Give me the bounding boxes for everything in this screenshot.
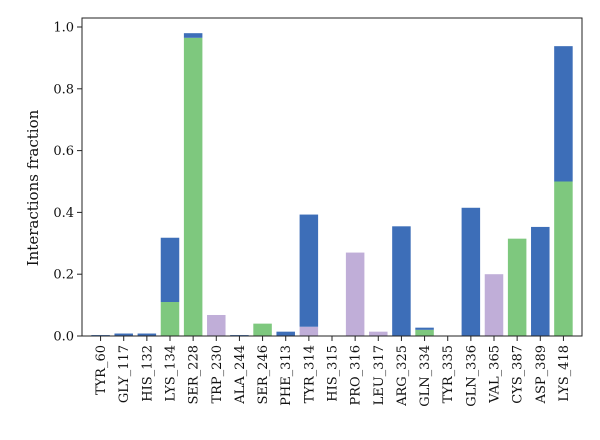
bar-val-365-segment-1 bbox=[484, 274, 504, 336]
x-tick-label: TRP_230 bbox=[210, 345, 225, 404]
y-axis-title: Interactions fraction bbox=[24, 109, 42, 266]
bar-tyr-314-segment-2 bbox=[299, 214, 319, 327]
bar-lys-134-segment-2 bbox=[160, 237, 180, 303]
x-tick-label: ALA_244 bbox=[233, 345, 248, 405]
bar-trp-230-segment-1 bbox=[207, 314, 226, 336]
bar-lys-134-segment-0 bbox=[160, 302, 180, 336]
x-tick-label: GLN_334 bbox=[418, 345, 433, 407]
bar-lys-418-segment-0 bbox=[554, 181, 573, 336]
bar-cys-387-segment-0 bbox=[507, 238, 527, 336]
bar-gly-117-segment-2 bbox=[114, 333, 133, 336]
bar-ser-228-segment-2 bbox=[183, 33, 203, 38]
bar-gln-334-segment-2 bbox=[415, 327, 434, 330]
x-tick-label: GLY_117 bbox=[117, 345, 132, 403]
y-tick-label: 0.0 bbox=[53, 330, 74, 345]
x-tick-label: LEU_317 bbox=[372, 345, 387, 405]
x-tick-label: ARG_325 bbox=[395, 345, 410, 407]
bar-ser-228-segment-0 bbox=[183, 37, 203, 337]
x-tick-label: SER_228 bbox=[187, 345, 202, 405]
x-tick-label: VAL_365 bbox=[488, 345, 503, 404]
bar-his-132-segment-2 bbox=[137, 333, 157, 336]
x-tick-label: TYR_335 bbox=[441, 345, 456, 403]
x-tick-label: GLN_336 bbox=[464, 345, 479, 407]
y-axis: 0.0 0.2 0.4 0.6 0.8 1.0 bbox=[53, 21, 82, 345]
x-tick-label: CYS_387 bbox=[511, 345, 526, 404]
x-tick-label: TYR_314 bbox=[302, 345, 317, 403]
y-tick-label: 0.8 bbox=[53, 82, 74, 97]
y-tick-label: 1.0 bbox=[53, 21, 74, 36]
bar-tyr-314-segment-1 bbox=[299, 326, 319, 336]
y-tick-label: 0.2 bbox=[53, 268, 74, 283]
x-tick-label: HIS_132 bbox=[140, 345, 155, 402]
bar-asp-389-segment-2 bbox=[531, 226, 550, 336]
y-tick-label: 0.4 bbox=[53, 206, 74, 221]
x-tick-label: SER_246 bbox=[256, 345, 271, 405]
bars-group bbox=[91, 33, 573, 337]
bar-leu-317-segment-1 bbox=[369, 331, 388, 336]
x-tick-label: LYS_418 bbox=[557, 345, 572, 402]
bar-pro-316-segment-1 bbox=[345, 252, 365, 336]
bar-arg-325-segment-2 bbox=[392, 226, 411, 336]
x-tick-label: PRO_316 bbox=[349, 345, 364, 406]
bar-phe-313-segment-2 bbox=[276, 331, 295, 336]
bar-gln-336-segment-2 bbox=[461, 207, 481, 336]
x-axis: TYR_60 GLY_117 HIS_132 LYS_134 SER_228 TRP_23… bbox=[94, 336, 572, 407]
plot-frame bbox=[81, 17, 583, 337]
x-tick-label: LYS_134 bbox=[164, 345, 179, 402]
x-tick-label: PHE_313 bbox=[279, 345, 294, 406]
bar-gln-334-segment-0 bbox=[415, 329, 434, 336]
bar-lys-418-segment-2 bbox=[554, 46, 573, 182]
y-tick-label: 0.6 bbox=[53, 144, 74, 159]
x-tick-label: HIS_315 bbox=[326, 345, 341, 402]
bar-ser-246-segment-0 bbox=[253, 323, 272, 336]
x-tick-label: ASP_389 bbox=[534, 345, 549, 404]
x-tick-label: TYR_60 bbox=[94, 345, 109, 395]
